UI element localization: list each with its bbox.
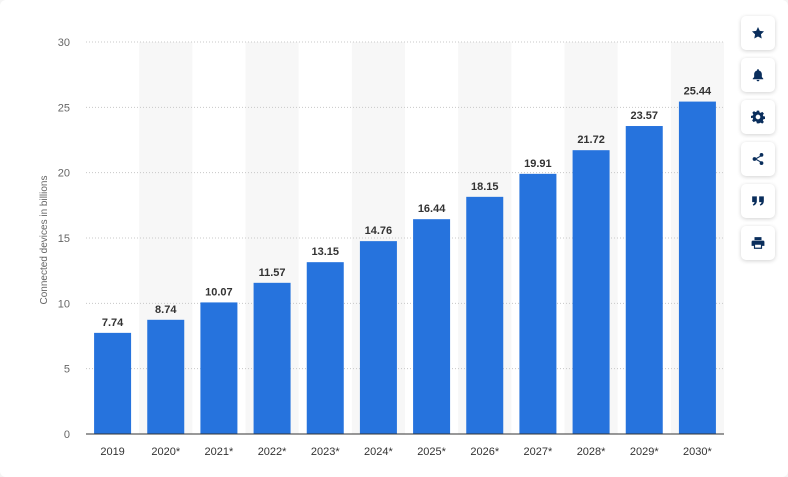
value-label: 19.91 xyxy=(524,158,552,170)
bar[interactable] xyxy=(466,196,504,434)
x-tick-labels: 2019 2020* 2021* 2022* 2023* 2024* 2025* 2026* 2… xyxy=(100,446,712,458)
bar[interactable] xyxy=(359,241,397,434)
x-tick-label: 2019 xyxy=(100,446,124,458)
notification-button[interactable] xyxy=(741,58,775,92)
bar[interactable] xyxy=(200,302,238,434)
y-tick-label: 15 xyxy=(58,233,70,245)
value-label: 11.57 xyxy=(259,267,286,279)
bar[interactable] xyxy=(625,126,663,434)
y-tick-label: 5 xyxy=(64,364,70,376)
x-tick-label: 2024* xyxy=(364,446,393,458)
value-label: 16.44 xyxy=(418,203,446,215)
x-tick-label: 2028* xyxy=(577,446,606,458)
bar[interactable] xyxy=(94,332,132,434)
share-icon xyxy=(751,152,765,166)
x-tick-label: 2026* xyxy=(470,446,499,458)
y-tick-label: 30 xyxy=(58,37,70,49)
x-tick-label: 2030* xyxy=(683,446,712,458)
print-button[interactable] xyxy=(741,226,775,260)
bar[interactable] xyxy=(306,262,344,434)
value-label: 21.72 xyxy=(577,134,605,146)
bar-chart: 0 5 10 15 20 25 30 Connected devices in billio… xyxy=(39,37,724,458)
x-tick-label: 2023* xyxy=(311,446,340,458)
favorite-button[interactable] xyxy=(741,16,775,50)
value-label: 23.57 xyxy=(630,110,658,122)
share-button[interactable] xyxy=(741,142,775,176)
value-label: 18.15 xyxy=(471,181,499,193)
value-label: 13.15 xyxy=(311,246,339,258)
x-tick-label: 2022* xyxy=(258,446,287,458)
x-tick-label: 2021* xyxy=(205,446,234,458)
y-tick-label: 25 xyxy=(58,102,70,114)
bar[interactable] xyxy=(253,282,291,434)
print-icon xyxy=(751,236,765,250)
bars xyxy=(94,101,716,435)
x-tick-label: 2020* xyxy=(151,446,180,458)
bar[interactable] xyxy=(519,173,557,435)
quote-icon xyxy=(751,194,765,208)
value-label: 25.44 xyxy=(684,86,712,98)
gridlines xyxy=(86,41,724,370)
gear-icon xyxy=(751,110,765,124)
y-tick-label: 10 xyxy=(58,298,70,310)
bar[interactable] xyxy=(147,319,185,434)
bar[interactable] xyxy=(413,219,451,434)
settings-button[interactable] xyxy=(741,100,775,134)
value-labels: 7.74 8.74 10.07 11.57 13.15 14.76 16.44 18.15 19… xyxy=(102,86,712,329)
bell-icon xyxy=(751,68,765,82)
star-icon xyxy=(751,26,765,40)
y-tick-labels: 0 5 10 15 20 25 30 xyxy=(58,37,70,441)
cite-button[interactable] xyxy=(741,184,775,218)
y-tick-label: 20 xyxy=(58,168,70,180)
value-label: 14.76 xyxy=(365,225,393,237)
x-tick-label: 2029* xyxy=(630,446,659,458)
value-label: 10.07 xyxy=(205,286,233,298)
bar[interactable] xyxy=(678,101,716,435)
x-tick-label: 2025* xyxy=(417,446,446,458)
y-axis-label: Connected devices in billions xyxy=(39,176,50,305)
value-label: 8.74 xyxy=(155,304,177,316)
y-tick-label: 0 xyxy=(64,429,70,441)
value-label: 7.74 xyxy=(102,317,124,329)
bar[interactable] xyxy=(572,150,610,434)
chart-toolbar xyxy=(741,16,775,260)
x-tick-label: 2027* xyxy=(524,446,553,458)
